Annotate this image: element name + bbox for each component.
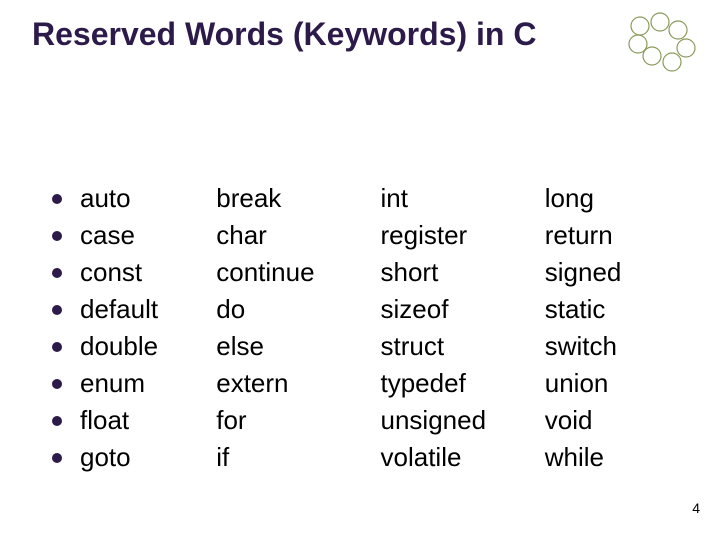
keyword-row: switch [545, 328, 680, 365]
keyword-text: if [216, 442, 229, 473]
keyword-row: goto [52, 439, 216, 476]
keyword-text: extern [216, 368, 288, 399]
bullet-icon [52, 416, 62, 426]
keyword-text: float [80, 405, 129, 436]
keyword-row: for [216, 402, 380, 439]
keyword-text: static [545, 294, 606, 325]
keyword-row: continue [216, 254, 380, 291]
keyword-text: continue [216, 257, 314, 288]
keyword-text: enum [80, 368, 145, 399]
keyword-column: auto case const default double enum float goto [52, 180, 216, 476]
keyword-text: return [545, 220, 613, 251]
corner-decor [620, 8, 700, 88]
keyword-text: auto [80, 183, 131, 214]
keyword-row: sizeof [381, 291, 545, 328]
keyword-text: double [80, 331, 158, 362]
keyword-row: default [52, 291, 216, 328]
circles-group [629, 13, 695, 71]
keyword-row: static [545, 291, 680, 328]
keyword-row: struct [381, 328, 545, 365]
keyword-row: register [381, 217, 545, 254]
keyword-row: char [216, 217, 380, 254]
keyword-row: if [216, 439, 380, 476]
keyword-text: typedef [381, 368, 466, 399]
page-title: Reserved Words (Keywords) in C [32, 16, 536, 53]
keyword-text: do [216, 294, 245, 325]
keyword-row: else [216, 328, 380, 365]
keyword-text: for [216, 405, 246, 436]
keyword-row: return [545, 217, 680, 254]
bullet-icon [52, 194, 62, 204]
keyword-row: long [545, 180, 680, 217]
keyword-row: double [52, 328, 216, 365]
keyword-row: volatile [381, 439, 545, 476]
keyword-row: break [216, 180, 380, 217]
keyword-text: register [381, 220, 468, 251]
bullet-icon [52, 268, 62, 278]
keyword-row: float [52, 402, 216, 439]
bullet-icon [52, 379, 62, 389]
keyword-text: union [545, 368, 609, 399]
keyword-text: short [381, 257, 439, 288]
keyword-text: char [216, 220, 267, 251]
keyword-text: long [545, 183, 594, 214]
keyword-text: else [216, 331, 264, 362]
keyword-row: extern [216, 365, 380, 402]
keyword-column: long return signed static switch union void whi… [545, 180, 680, 476]
keyword-row: auto [52, 180, 216, 217]
keyword-text: unsigned [381, 405, 487, 436]
bullet-icon [52, 305, 62, 315]
keyword-text: signed [545, 257, 622, 288]
keyword-column: break char continue do else extern for if [216, 180, 380, 476]
keyword-column: int register short sizeof struct typedef unsig… [381, 180, 545, 476]
keyword-text: void [545, 405, 593, 436]
keyword-text: while [545, 442, 604, 473]
keyword-text: int [381, 183, 408, 214]
keyword-columns: auto case const default double enum float goto b… [52, 180, 680, 476]
bullet-icon [52, 453, 62, 463]
keyword-row: typedef [381, 365, 545, 402]
keyword-text: break [216, 183, 281, 214]
bullet-icon [52, 231, 62, 241]
keyword-row: signed [545, 254, 680, 291]
keyword-text: goto [80, 442, 131, 473]
circles-icon [620, 8, 700, 88]
keyword-row: do [216, 291, 380, 328]
keyword-row: enum [52, 365, 216, 402]
slide: Reserved Words (Keywords) in C auto case c… [0, 0, 720, 540]
keyword-text: switch [545, 331, 617, 362]
keyword-text: sizeof [381, 294, 449, 325]
keyword-row: union [545, 365, 680, 402]
keyword-text: const [80, 257, 142, 288]
keyword-text: struct [381, 331, 445, 362]
bullet-icon [52, 342, 62, 352]
keyword-row: unsigned [381, 402, 545, 439]
keyword-text: default [80, 294, 158, 325]
keyword-text: case [80, 220, 135, 251]
keyword-row: int [381, 180, 545, 217]
keyword-row: case [52, 217, 216, 254]
keyword-text: volatile [381, 442, 462, 473]
keyword-row: const [52, 254, 216, 291]
keyword-row: while [545, 439, 680, 476]
keyword-row: void [545, 402, 680, 439]
keyword-row: short [381, 254, 545, 291]
page-number: 4 [692, 500, 700, 516]
